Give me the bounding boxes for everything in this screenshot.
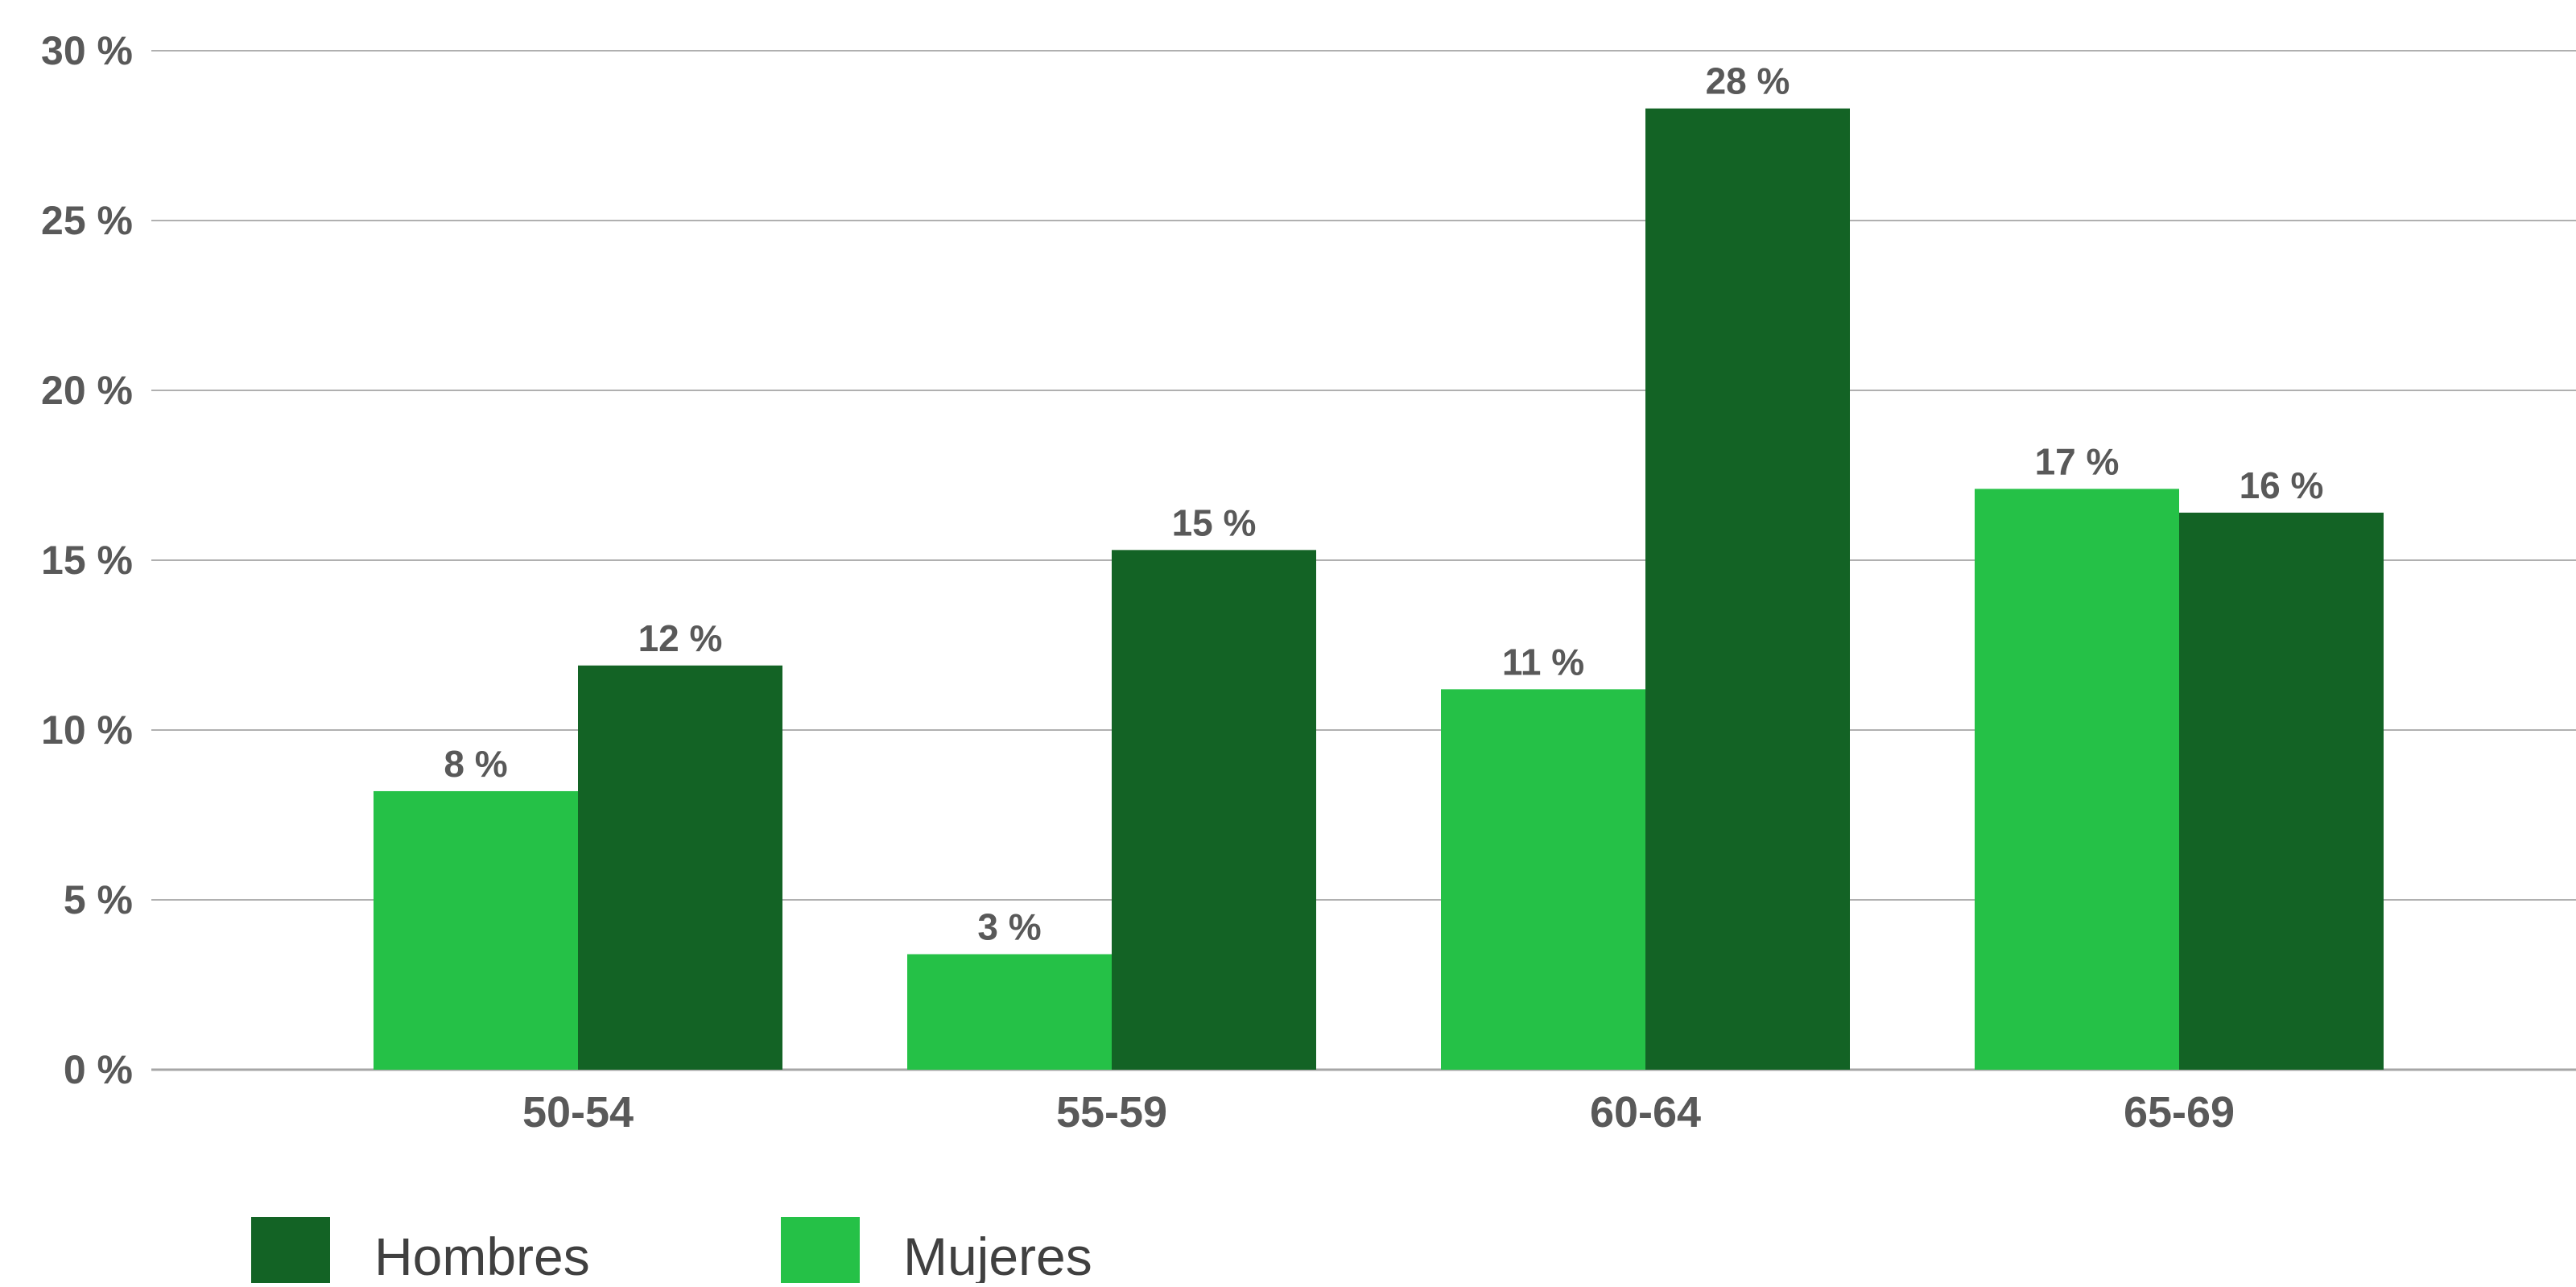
data-label: 15 %	[1172, 501, 1257, 543]
bar-hombres-65-69	[2179, 512, 2384, 1070]
bar-mujeres-50-54	[374, 790, 578, 1070]
bars	[374, 108, 2384, 1070]
y-tick-label: 30 %	[41, 28, 133, 73]
y-tick-label: 20 %	[41, 368, 133, 413]
bar-hombres-50-54	[578, 665, 782, 1070]
axes: 0 % 5 % 10 % 15 % 20 % 25 % 30 % 50-54 55-59 60-6…	[41, 28, 2235, 1136]
data-label: 12 %	[638, 617, 723, 659]
x-tick-label: 60-64	[1590, 1088, 1701, 1136]
x-tick-label: 65-69	[2124, 1088, 2235, 1136]
bar-mujeres-60-64	[1441, 689, 1645, 1070]
legend-label-hombres: Hombres	[374, 1227, 590, 1283]
data-label: 8 %	[444, 743, 507, 785]
bar-mujeres-65-69	[1975, 489, 2179, 1070]
data-label: 16 %	[2240, 464, 2324, 506]
legend-swatch-mujeres	[781, 1217, 860, 1287]
data-label: 28 %	[1706, 60, 1790, 102]
legend: Hombres Mujeres	[251, 1217, 1092, 1287]
legend-swatch-hombres	[251, 1217, 330, 1287]
x-tick-label: 50-54	[522, 1088, 634, 1136]
data-label: 11 %	[1502, 641, 1584, 683]
x-tick-label: 55-59	[1056, 1088, 1167, 1136]
y-tick-label: 5 %	[64, 877, 133, 922]
bar-hombres-60-64	[1645, 108, 1850, 1070]
bar-mujeres-55-59	[907, 954, 1112, 1070]
y-tick-label: 0 %	[64, 1047, 133, 1092]
data-label: 3 %	[977, 906, 1041, 948]
data-label: 17 %	[2035, 440, 2120, 482]
legend-label-mujeres: Mujeres	[903, 1227, 1092, 1283]
y-tick-label: 25 %	[41, 198, 133, 243]
y-tick-label: 15 %	[41, 538, 133, 583]
bar-hombres-55-59	[1112, 550, 1316, 1070]
data-labels: 8 % 12 % 3 % 15 % 11 % 28 % 17 % 16 %	[444, 60, 2323, 948]
y-tick-label: 10 %	[41, 707, 133, 753]
